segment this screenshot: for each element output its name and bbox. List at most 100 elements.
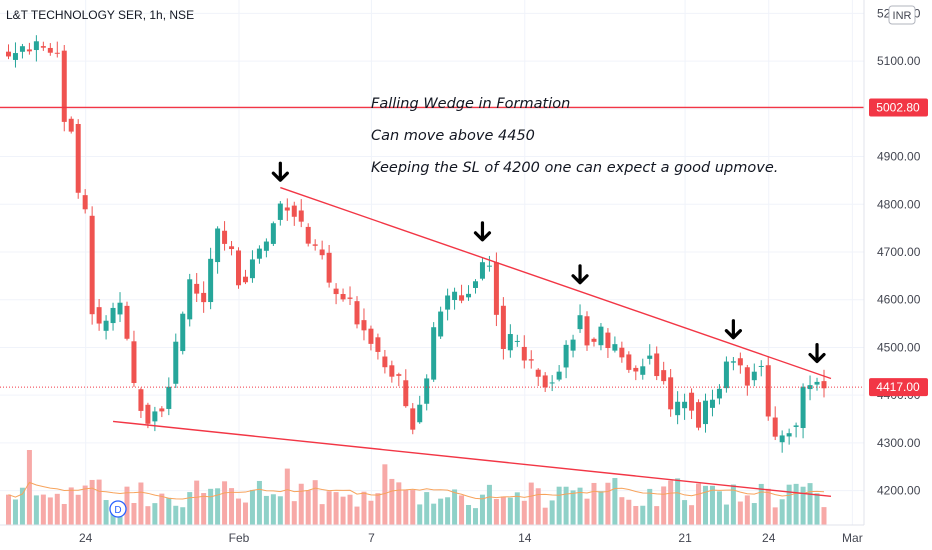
volume-bar	[563, 486, 569, 525]
annotation-2[interactable]: Can move above 4450	[371, 128, 535, 144]
candle-body	[187, 279, 193, 320]
volume-bar	[89, 479, 95, 525]
candle-body	[633, 367, 639, 372]
volume-bar	[549, 500, 555, 525]
volume-bar	[26, 450, 32, 525]
candle-body	[591, 338, 597, 342]
volume-bar	[744, 495, 750, 525]
volume-bar	[591, 482, 597, 525]
candle-body	[689, 392, 695, 411]
candle-body	[40, 46, 46, 48]
candle-body	[654, 353, 660, 377]
volume-bar	[633, 505, 639, 525]
currency-badge[interactable]	[888, 5, 916, 25]
volume-bar	[758, 483, 764, 525]
volume-bar	[256, 480, 262, 525]
volume-bar	[270, 494, 276, 525]
down-arrow-icon	[808, 342, 826, 364]
candle-body	[612, 344, 618, 351]
candle-body	[166, 386, 172, 409]
candle-body	[786, 433, 792, 437]
svg-text:5002.80: 5002.80	[876, 100, 920, 114]
volume-bar	[486, 484, 492, 525]
candle-body	[249, 259, 255, 279]
volume-bar	[298, 483, 304, 525]
price-scale[interactable]	[864, 0, 932, 550]
y-tick-label: 5100.00	[877, 54, 921, 68]
candle-body	[117, 302, 123, 315]
volume-bar	[347, 494, 353, 525]
candle-body	[668, 377, 674, 410]
down-arrow-icon	[571, 264, 589, 285]
candle-body	[403, 380, 409, 407]
candle-body	[312, 244, 318, 246]
candle-body	[542, 375, 548, 388]
volume-bar	[751, 503, 757, 525]
volume-bar	[793, 483, 799, 525]
lower-trendline[interactable]	[112, 420, 832, 498]
candle-body	[730, 361, 736, 363]
candle-body	[549, 382, 555, 384]
volume-bar	[382, 464, 388, 525]
annotation-3[interactable]: Keeping the SL of 4200 one can expect a …	[371, 160, 778, 176]
candle-body	[361, 320, 367, 331]
candle-body	[800, 386, 806, 429]
candle-body	[466, 293, 472, 298]
candle-body	[263, 241, 269, 251]
volume-bar	[103, 500, 109, 525]
candle-body	[298, 210, 304, 222]
volume-bar	[284, 468, 290, 525]
session-break-marker[interactable]: D	[109, 500, 127, 518]
candles	[6, 35, 827, 453]
candle-body	[751, 371, 757, 381]
annotation-1[interactable]: Falling Wedge in Formation	[371, 96, 570, 112]
volume-bar	[493, 498, 499, 525]
volume-bar	[730, 484, 736, 525]
candle-body	[723, 361, 729, 389]
candle-body	[201, 292, 207, 303]
candle-body	[159, 408, 165, 412]
candle-body	[696, 402, 702, 428]
candle-body	[793, 425, 799, 427]
x-tick-label: Mar	[842, 531, 863, 545]
candle-body	[507, 334, 513, 351]
candle-body	[347, 297, 353, 299]
volume-bar	[354, 506, 360, 525]
candle-body	[145, 404, 151, 424]
down-arrow-icon	[473, 221, 492, 242]
volume-moving-average	[8, 481, 825, 500]
candle-body	[716, 388, 722, 399]
volume-bar	[312, 480, 318, 525]
volume-bar	[194, 480, 200, 525]
volume-bar	[305, 490, 311, 525]
candle-body	[256, 248, 262, 259]
candle-body	[124, 305, 130, 339]
candle-body	[354, 301, 360, 325]
volume-bar	[689, 505, 695, 525]
candle-body	[242, 276, 248, 283]
volume-bar	[619, 497, 625, 525]
volume-bar	[326, 491, 332, 525]
candle-body	[326, 252, 332, 283]
volume-bar	[431, 503, 437, 525]
upper-trendline[interactable]	[280, 186, 832, 380]
candle-body	[340, 294, 346, 300]
volume-bar	[445, 497, 451, 525]
candle-body	[410, 408, 416, 430]
candle-body	[194, 283, 200, 294]
volume-bar	[410, 490, 416, 525]
volume-bar	[452, 489, 458, 525]
y-tick-label: 4200.00	[877, 484, 921, 498]
y-tick-label: 4300.00	[877, 436, 921, 450]
volume-bar	[661, 486, 667, 525]
volume-bar	[291, 501, 297, 525]
candle-body	[26, 49, 32, 52]
candle-body	[103, 320, 109, 331]
volume-bar	[765, 488, 771, 525]
candle-body	[438, 311, 444, 337]
candle-body	[431, 327, 437, 380]
volume-bar	[75, 494, 81, 525]
candle-body	[744, 367, 750, 386]
candle-body	[54, 52, 60, 54]
